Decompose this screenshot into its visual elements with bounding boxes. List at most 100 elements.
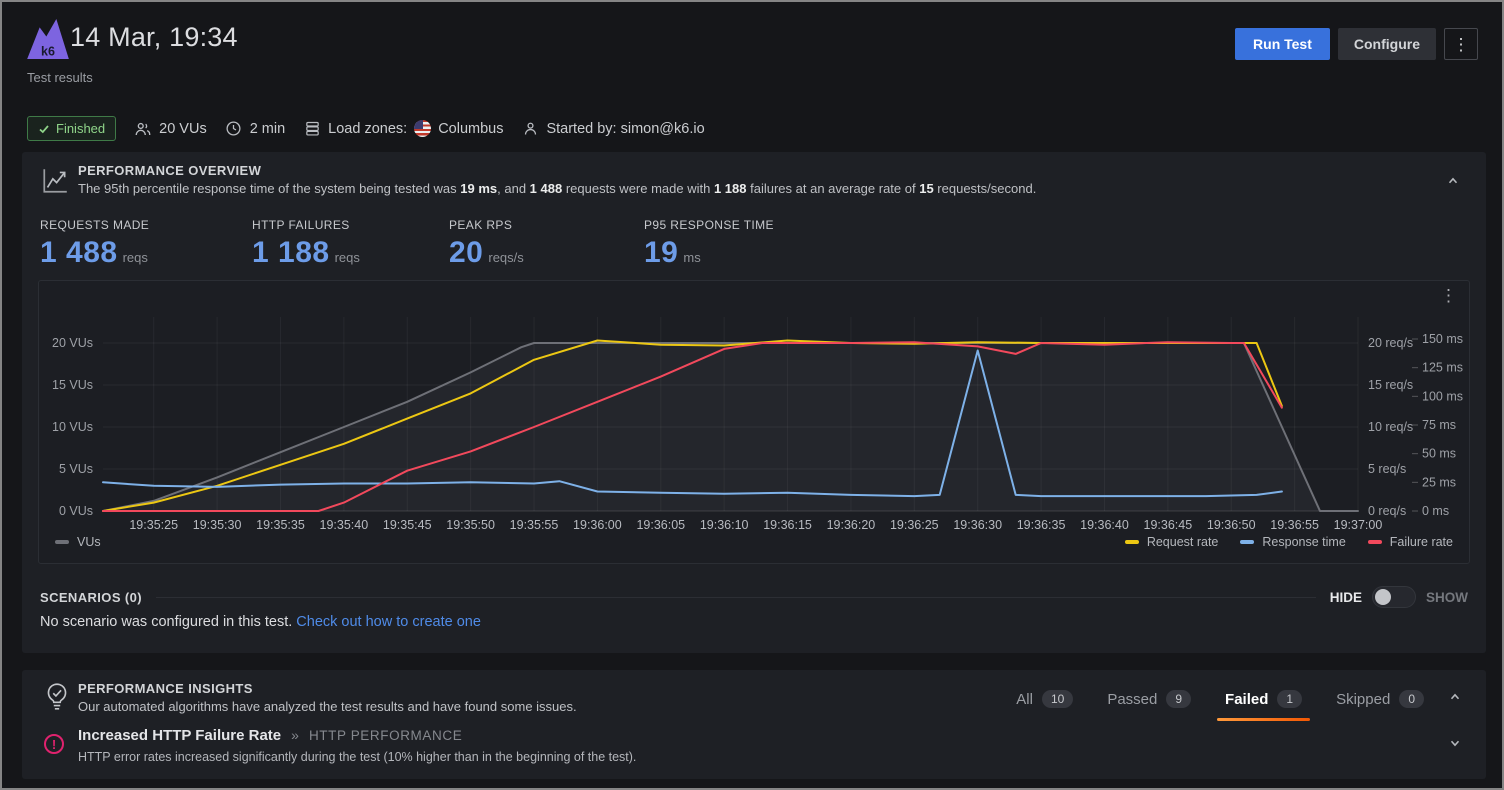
insight-heading: Increased HTTP Failure Rate » HTTP PERFO… (78, 727, 462, 744)
svg-text:19:36:55: 19:36:55 (1270, 518, 1319, 532)
person-icon (521, 120, 539, 138)
svg-text:25 ms: 25 ms (1422, 475, 1456, 489)
create-scenario-link[interactable]: Check out how to create one (296, 614, 481, 630)
svg-text:125 ms: 125 ms (1422, 361, 1463, 375)
overview-collapse-button[interactable] (1444, 172, 1462, 193)
divider (156, 596, 1316, 598)
insights-collapse-button[interactable] (1446, 688, 1464, 709)
status-bar: Finished 20 VUs 2 min (27, 116, 705, 141)
tab-passed[interactable]: Passed 9 (1107, 690, 1192, 712)
svg-text:19:36:40: 19:36:40 (1080, 518, 1129, 532)
header-actions: Run Test Configure ⋮ (1235, 28, 1478, 60)
insight-expand-button[interactable] (1446, 734, 1464, 755)
legend-item-response-time[interactable]: Response time (1240, 535, 1346, 549)
svg-text:0 VUs: 0 VUs (59, 504, 93, 518)
svg-text:5 VUs: 5 VUs (59, 462, 93, 476)
stat-label: HTTP FAILURES (252, 218, 350, 232)
header-kebab-menu-button[interactable]: ⋮ (1444, 28, 1478, 60)
chevron-up-icon (1448, 177, 1458, 184)
legend-label-vus: VUs (77, 535, 101, 549)
us-flag-icon (414, 120, 432, 137)
chevron-up-icon (1450, 693, 1460, 700)
tab-label: All (1016, 690, 1033, 708)
duration-value: 2 min (249, 120, 286, 137)
run-test-button[interactable]: Run Test (1235, 28, 1330, 60)
k6-logo: k6 (27, 19, 69, 59)
server-stack-icon (303, 120, 321, 138)
svg-text:19:35:35: 19:35:35 (256, 518, 305, 532)
svg-text:10 req/s: 10 req/s (1368, 420, 1413, 434)
svg-text:75 ms: 75 ms (1422, 418, 1456, 432)
tab-all[interactable]: All 10 (1016, 690, 1074, 712)
svg-text:10 VUs: 10 VUs (52, 420, 93, 434)
status-badge-label: Finished (56, 121, 106, 136)
stat-requests-made: REQUESTS MADE 1 488 reqs (40, 218, 149, 270)
svg-text:19:35:50: 19:35:50 (446, 518, 495, 532)
svg-text:19:36:50: 19:36:50 (1207, 518, 1256, 532)
svg-text:19:36:20: 19:36:20 (827, 518, 876, 532)
overview-description: The 95th percentile response time of the… (78, 181, 1036, 196)
kebab-icon: ⋮ (1440, 286, 1457, 305)
stat-unit: reqs (122, 250, 148, 265)
svg-text:19:35:45: 19:35:45 (383, 518, 432, 532)
started-by-meta: Started by: simon@k6.io (521, 120, 705, 138)
desc-requests-value: 1 488 (529, 181, 563, 196)
k6-logo-icon: k6 (27, 19, 69, 59)
svg-text:19:37:00: 19:37:00 (1334, 518, 1383, 532)
insight-row-http-failure-rate[interactable]: ! Increased HTTP Failure Rate » HTTP PER… (42, 724, 1466, 772)
insight-description: HTTP error rates increased significantly… (78, 750, 637, 764)
performance-chart-card: ⋮ 19:35:25 19:35:30 19:35:35 19:35:40 19:35:… (38, 280, 1470, 564)
insight-category: HTTP PERFORMANCE (308, 728, 463, 743)
configure-button[interactable]: Configure (1337, 28, 1436, 60)
page-title: 14 Mar, 19:34 (70, 22, 238, 52)
legend-item-failure-rate[interactable]: Failure rate (1367, 535, 1453, 549)
stat-label: P95 RESPONSE TIME (644, 218, 774, 232)
tab-count-badge: 1 (1277, 690, 1303, 708)
tab-failed[interactable]: Failed 1 (1217, 690, 1311, 721)
tab-label: Passed (1107, 690, 1158, 708)
check-icon (39, 124, 49, 133)
hide-label: HIDE (1329, 589, 1362, 605)
svg-text:19:36:05: 19:36:05 (636, 518, 685, 532)
legend-right-group: Request rate Response time Failure rate (1124, 535, 1453, 549)
desc-part: , and (497, 181, 530, 196)
scenarios-empty-text: No scenario was configured in this test. (40, 614, 297, 630)
stat-unit: reqs/s (488, 250, 524, 265)
scenarios-visibility-toggle[interactable] (1372, 586, 1416, 608)
stat-value: 1 488 (40, 236, 118, 269)
page-subtitle: Test results (27, 70, 93, 85)
tab-label: Skipped (1336, 690, 1391, 708)
tab-count-badge: 0 (1399, 690, 1424, 708)
chart-kebab-menu-button[interactable]: ⋮ (1434, 285, 1463, 307)
performance-overview-panel: PERFORMANCE OVERVIEW The 95th percentile… (22, 152, 1486, 653)
error-circle-icon: ! (44, 734, 64, 754)
svg-text:19:36:35: 19:36:35 (1017, 518, 1066, 532)
desc-part: requests were made with (562, 181, 714, 196)
chevron-down-icon (1450, 740, 1460, 747)
legend-item-request-rate[interactable]: Request rate (1124, 535, 1218, 549)
stat-value: 1 188 (252, 236, 330, 269)
clock-icon (225, 120, 243, 138)
desc-p95-value: 19 ms (460, 181, 498, 196)
performance-chart[interactable]: 19:35:25 19:35:30 19:35:35 19:35:40 19:35:45… (39, 281, 1471, 533)
legend-item-vus[interactable]: VUs (55, 535, 101, 549)
stat-unit: reqs (334, 250, 360, 265)
overview-title: PERFORMANCE OVERVIEW (78, 163, 262, 178)
desc-rate-value: 15 (919, 181, 934, 196)
svg-text:100 ms: 100 ms (1422, 389, 1463, 403)
chart-legend: VUs Request rate Response time Failure r… (55, 535, 1453, 549)
tab-label: Failed (1225, 690, 1269, 708)
stat-label: REQUESTS MADE (40, 218, 150, 232)
stat-unit: ms (683, 250, 701, 265)
load-zones-label: Load zones: (328, 120, 408, 137)
stat-p95-response-time: P95 RESPONSE TIME 19 ms (644, 218, 774, 270)
legend-swatch-failure-rate (1367, 540, 1382, 544)
svg-text:19:36:15: 19:36:15 (763, 518, 812, 532)
svg-text:0 ms: 0 ms (1422, 504, 1449, 518)
stat-http-failures: HTTP FAILURES 1 188 reqs (252, 218, 360, 270)
chart-trend-icon (40, 166, 70, 201)
tab-skipped[interactable]: Skipped 0 (1336, 690, 1424, 712)
load-zone-value: Columbus (438, 120, 504, 137)
svg-text:19:36:00: 19:36:00 (573, 518, 622, 532)
